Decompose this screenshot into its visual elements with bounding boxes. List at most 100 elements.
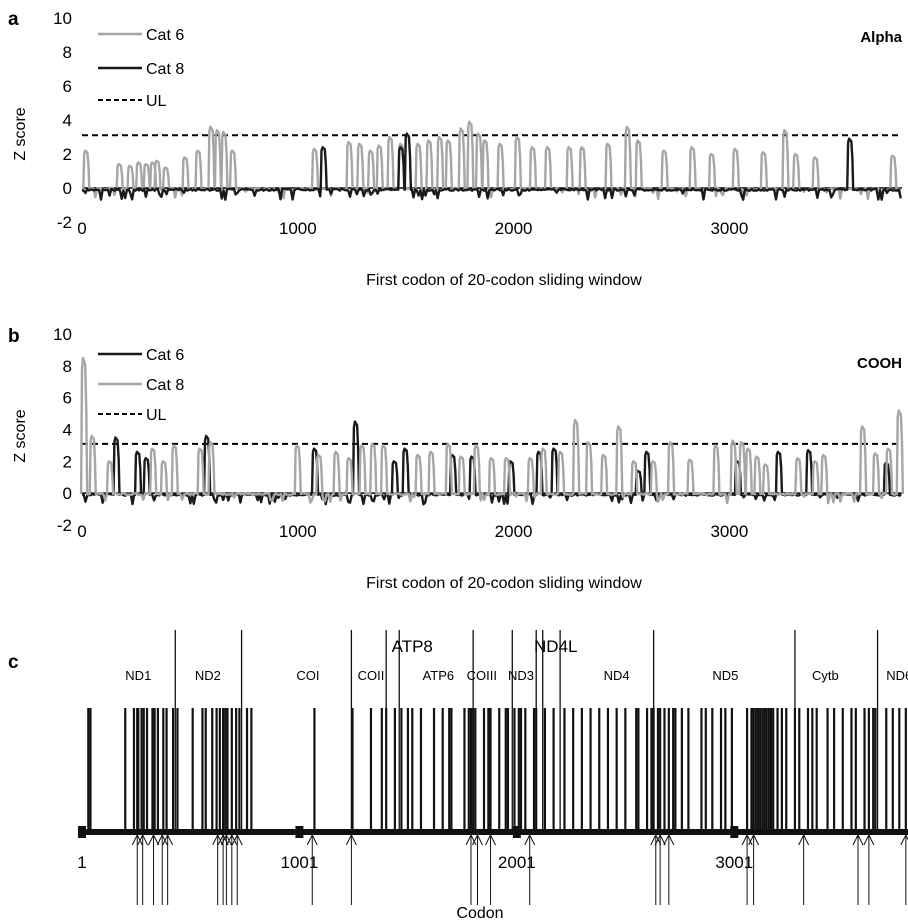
x-tick-mark — [512, 826, 521, 838]
panel-b-letter: b — [8, 326, 20, 347]
x-tick-label: 3000 — [710, 522, 748, 541]
gene-label-nd4l: ND4L — [534, 637, 577, 656]
legend-label-ul-a: UL — [146, 93, 167, 110]
y-tick-label: -2 — [57, 213, 72, 232]
x-tick-label: 1 — [77, 853, 86, 872]
site-arrow-head — [345, 833, 357, 846]
y-tick-label: -2 — [57, 516, 72, 535]
site-arrow-head — [472, 833, 483, 846]
gene-label-nd3: ND3 — [508, 668, 534, 683]
x-tick-label: 2000 — [495, 522, 533, 541]
site-arrow-head — [306, 833, 318, 846]
panel-a-letter: a — [8, 9, 19, 30]
x-tick-label: 3000 — [710, 219, 748, 238]
site-arrow-head — [220, 833, 232, 846]
panel-a-x-ticks: 0 1000 2000 3000 — [77, 219, 748, 238]
y-tick-label: 10 — [53, 9, 72, 28]
panel-b-x-axis-label: First codon of 20-codon sliding window — [366, 575, 642, 592]
gene-label-atp6: ATP6 — [423, 668, 455, 683]
legend-label-ul-b: UL — [146, 407, 167, 424]
site-arrow-head — [900, 833, 908, 846]
y-tick-label: 2 — [63, 452, 72, 471]
site-arrow-head — [654, 833, 666, 846]
panel-a-x-axis-label: First codon of 20-codon sliding window — [366, 272, 642, 289]
gene-label-coiii: COIII — [467, 668, 497, 683]
x-tick-label: 2001 — [498, 853, 536, 872]
x-tick-mark — [730, 826, 739, 838]
site-arrow-head — [156, 833, 168, 846]
gene-label-nd1: ND1 — [125, 668, 151, 683]
site-arrow-head — [226, 833, 238, 846]
y-tick-label: 8 — [63, 43, 72, 62]
panel-c-letter: c — [8, 652, 19, 673]
site-arrow-head — [148, 833, 159, 846]
panel-b-y-ticks: -2 0 2 4 6 8 10 — [53, 325, 72, 535]
gene-label-nd5: ND5 — [712, 668, 738, 683]
site-arrow-head — [852, 833, 864, 846]
x-tick-label: 3001 — [715, 853, 753, 872]
site-arrow-head — [137, 833, 149, 846]
y-tick-label: 0 — [63, 179, 72, 198]
gene-label-nd2: ND2 — [195, 668, 221, 683]
y-tick-label: 6 — [63, 77, 72, 96]
panel-b-y-axis-label: Z score — [12, 409, 29, 462]
gene-label-coii: COII — [358, 668, 385, 683]
site-arrow-head — [798, 833, 810, 846]
panel-a-y-ticks: -2 0 2 4 6 8 10 — [53, 9, 72, 232]
x-tick-mark — [295, 826, 304, 838]
panel-b-x-ticks: 0 1000 2000 3000 — [77, 522, 748, 541]
gene-label-cytb: Cytb — [812, 668, 839, 683]
y-tick-label: 2 — [63, 145, 72, 164]
codon-x-ticks: 1 1001 2001 3001 — [77, 826, 753, 872]
x-tick-label: 1000 — [279, 522, 317, 541]
y-tick-label: 0 — [63, 484, 72, 503]
x-tick-label: 0 — [77, 219, 86, 238]
site-arrow-head — [162, 833, 174, 846]
panel-a-legend: Cat 6 Cat 8 UL — [98, 27, 184, 110]
panel-a-y-axis-label: Z score — [12, 107, 29, 160]
x-tick-label: 0 — [77, 522, 86, 541]
panel-b-legend: Cat 6 Cat 8 UL — [98, 347, 184, 424]
site-arrow-head — [863, 833, 875, 846]
site-arrow-head — [650, 833, 662, 846]
site-bars — [87, 708, 907, 832]
y-tick-label: 10 — [53, 325, 72, 344]
site-arrow-head — [131, 833, 143, 846]
series-line-cat8 — [81, 132, 902, 201]
site-arrow-head — [212, 833, 224, 846]
y-tick-label: 6 — [63, 389, 72, 408]
site-arrow-head — [485, 833, 496, 846]
site-arrow-head — [524, 833, 536, 846]
series-line-cat8 — [79, 356, 905, 505]
x-tick-label: 1001 — [281, 853, 319, 872]
legend-label-cat8-b: Cat 8 — [146, 377, 184, 394]
panel-a-series — [81, 120, 902, 201]
gene-label-nd4: ND4 — [604, 668, 630, 683]
gene-label-nd6: ND6 — [886, 668, 908, 683]
gene-label-atp8: ATP8 — [392, 637, 433, 656]
site-arrow-head — [748, 833, 760, 846]
panel-c-x-axis-label: Codon — [456, 905, 503, 922]
gene-label-coi: COI — [296, 668, 319, 683]
y-tick-label: 8 — [63, 357, 72, 376]
legend-label-cat6-b: Cat 6 — [146, 347, 184, 364]
y-tick-label: 4 — [63, 421, 72, 440]
x-tick-label: 1000 — [279, 219, 317, 238]
site-arrow-head — [231, 833, 243, 846]
legend-label-cat6-a: Cat 6 — [146, 27, 184, 44]
site-arrows — [131, 833, 908, 905]
legend-label-cat8-a: Cat 8 — [146, 61, 184, 78]
y-tick-label: 4 — [63, 111, 72, 130]
panel-b-series — [79, 356, 905, 506]
site-arrow-head — [663, 833, 675, 846]
panel-b-corner-label: COOH — [857, 355, 902, 372]
series-line-cat6 — [81, 420, 902, 506]
x-tick-label: 2000 — [495, 219, 533, 238]
panel-a-corner-label: Alpha — [860, 29, 902, 46]
panel-a: a Alpha Z score First codon of 20-codon … — [8, 9, 903, 289]
panel-b: b COOH Z score First codon of 20-codon s… — [8, 325, 905, 592]
x-tick-mark — [78, 826, 86, 838]
